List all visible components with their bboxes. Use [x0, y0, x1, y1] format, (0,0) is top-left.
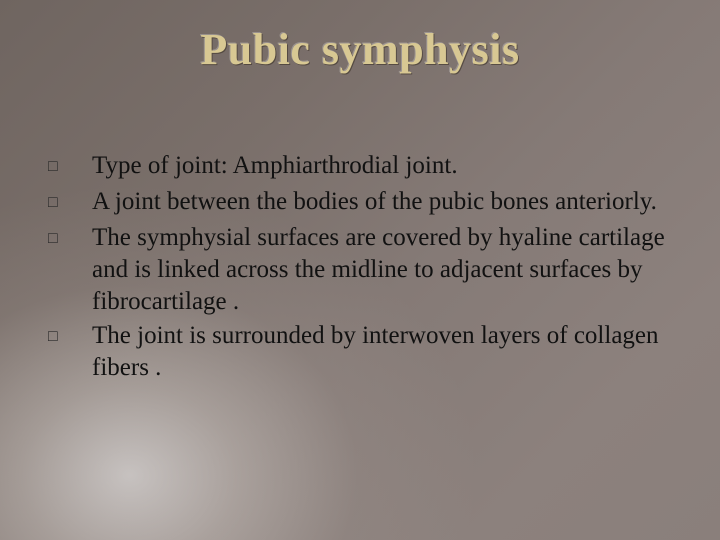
- bullet-text: The joint is surrounded by interwoven la…: [92, 320, 684, 384]
- bullet-icon: □: [44, 222, 92, 256]
- bullet-text: A joint between the bodies of the pubic …: [92, 186, 684, 218]
- slide: Pubic symphysis □ Type of joint: Amphiar…: [0, 0, 720, 540]
- slide-body: □ Type of joint: Amphiarthrodial joint. …: [44, 150, 684, 386]
- list-item: □ Type of joint: Amphiarthrodial joint.: [44, 150, 684, 184]
- list-item: □ The joint is surrounded by interwoven …: [44, 320, 684, 384]
- bullet-text: Type of joint: Amphiarthrodial joint.: [92, 150, 684, 182]
- bullet-text: The symphysial surfaces are covered by h…: [92, 222, 684, 318]
- list-item: □ A joint between the bodies of the pubi…: [44, 186, 684, 220]
- slide-title: Pubic symphysis: [0, 24, 720, 75]
- bullet-icon: □: [44, 320, 92, 354]
- bullet-icon: □: [44, 186, 92, 220]
- bullet-icon: □: [44, 150, 92, 184]
- list-item: □ The symphysial surfaces are covered by…: [44, 222, 684, 318]
